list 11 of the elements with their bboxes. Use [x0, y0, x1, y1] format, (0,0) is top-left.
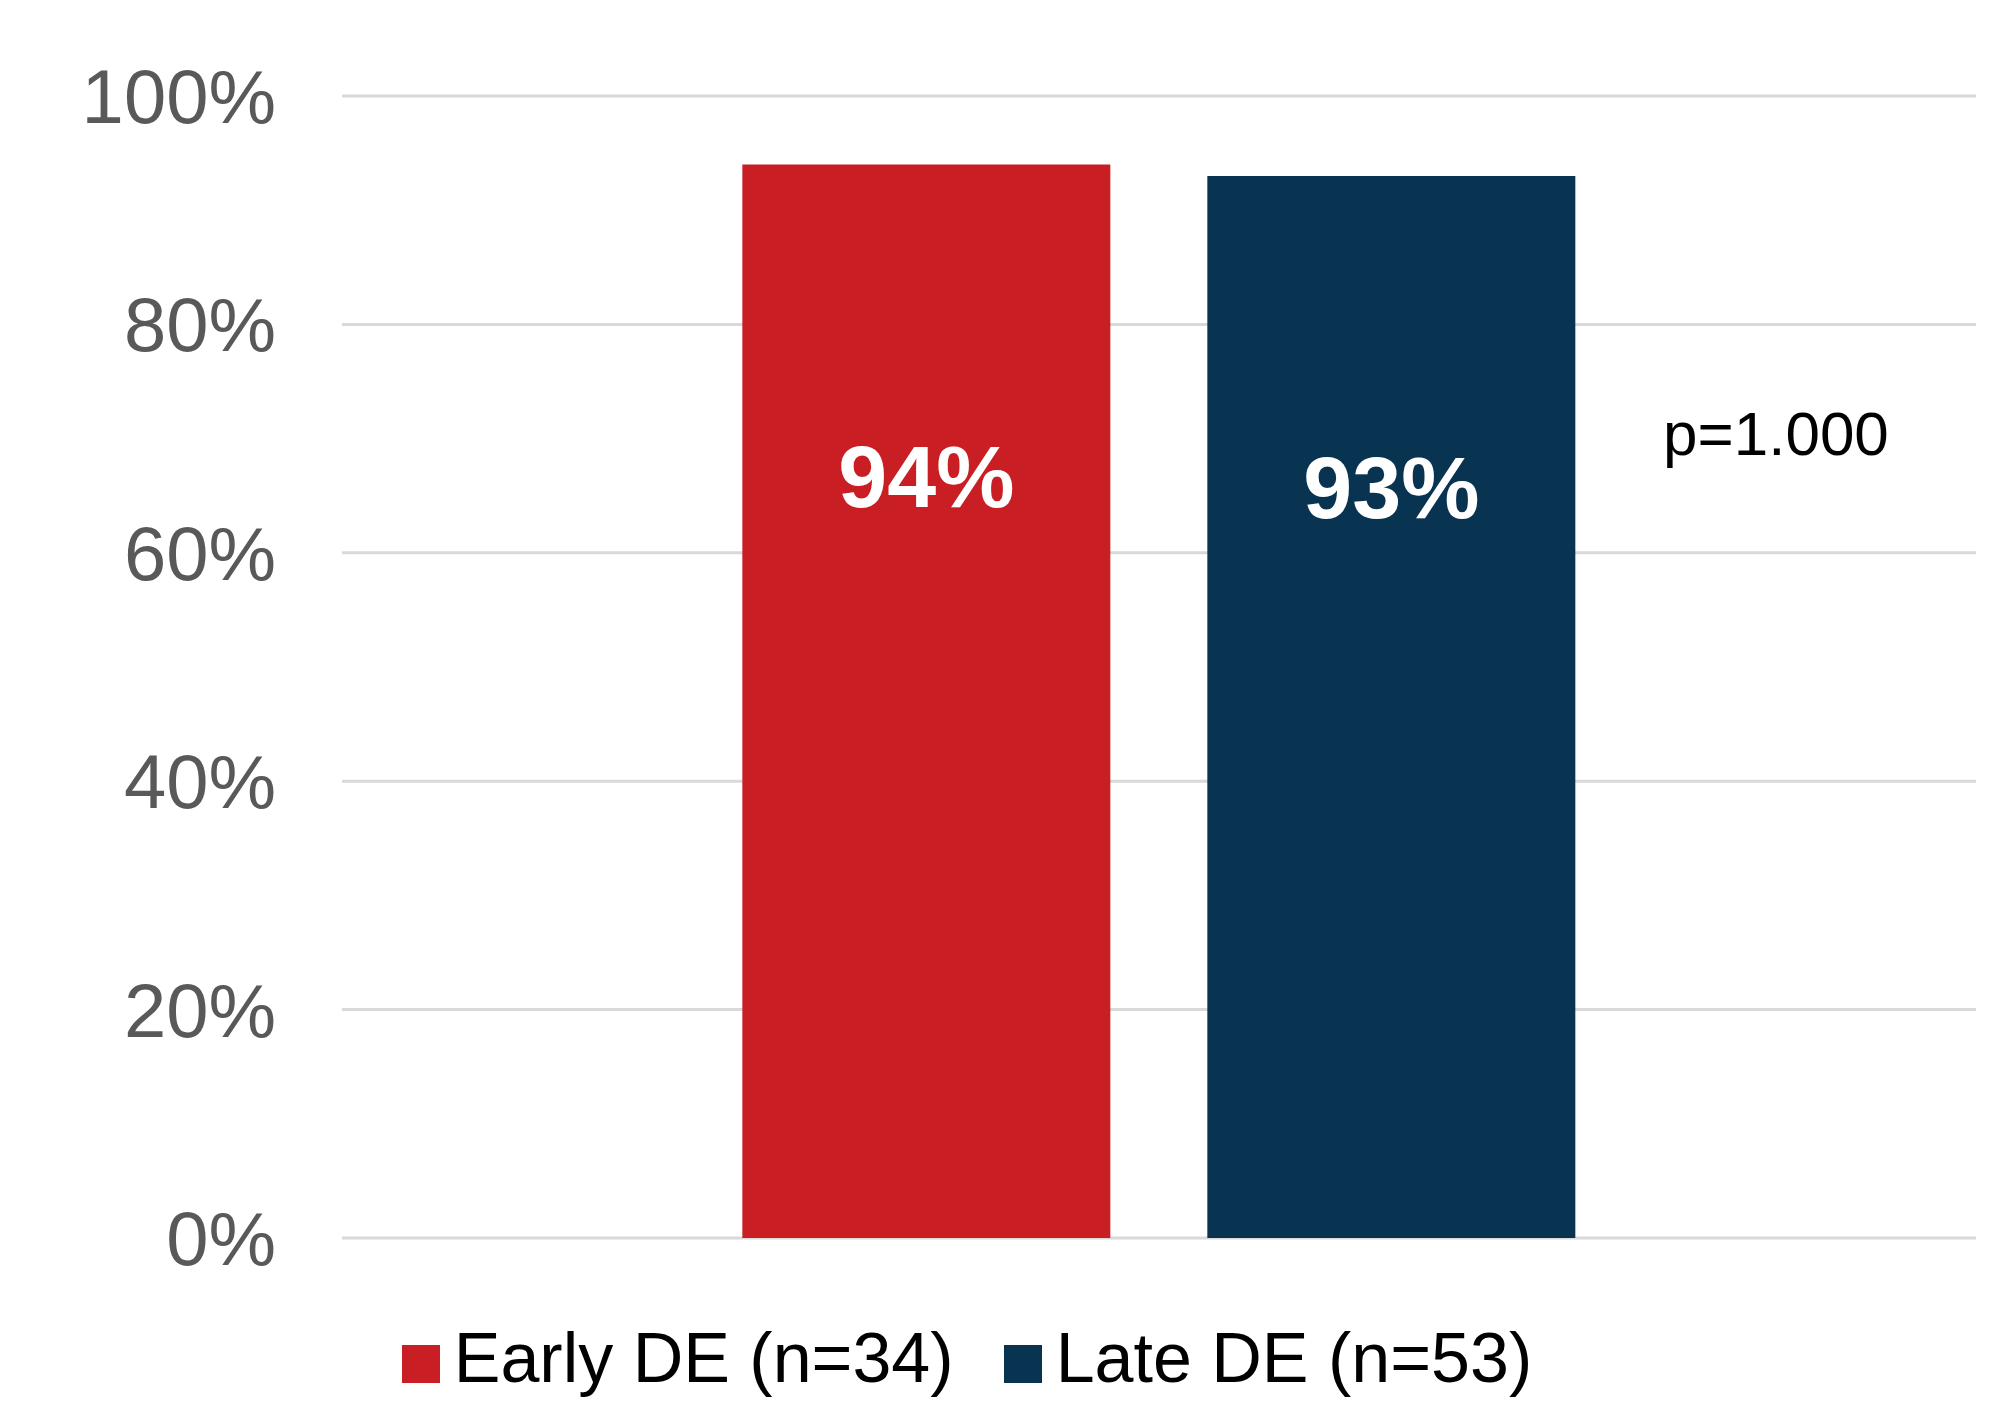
annotation: p=1.000: [1663, 398, 1889, 469]
legend-label: Late DE (n=53): [1055, 1319, 1533, 1397]
y-tick-label: 100%: [81, 53, 276, 139]
data-label: 94%: [838, 427, 1015, 526]
legend-label: Early DE (n=34): [453, 1319, 954, 1397]
y-tick-label: 0%: [166, 1195, 276, 1281]
y-tick-label: 20%: [123, 967, 276, 1053]
data-label: 93%: [1303, 438, 1480, 538]
y-tick-label: 60%: [123, 510, 276, 596]
y-tick-label: 40%: [123, 739, 276, 825]
y-tick-label: 80%: [123, 282, 276, 368]
